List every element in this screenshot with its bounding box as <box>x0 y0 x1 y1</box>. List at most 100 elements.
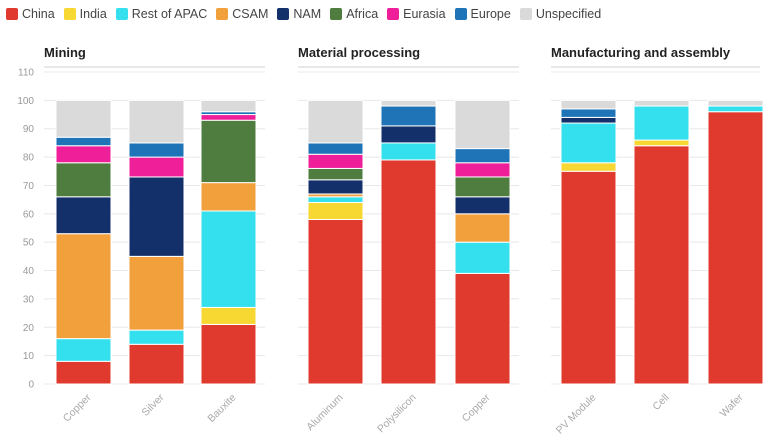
bar-segment-china <box>707 111 764 385</box>
legend-label: NAM <box>293 7 322 21</box>
bar-segment-nam <box>560 116 617 124</box>
legend-item-china: China <box>6 7 55 21</box>
bar-segment-eurasia <box>128 156 185 178</box>
bar-segment-eurasia <box>55 145 112 164</box>
bar-segment-eurasia <box>200 114 257 121</box>
bar-segment-china <box>307 218 364 385</box>
bar-segment-europe <box>380 105 437 127</box>
legend-swatch <box>387 8 400 20</box>
bar-segment-rest-of-apac <box>200 210 257 308</box>
legend-swatch <box>6 8 18 20</box>
legend-swatch <box>115 8 128 20</box>
legend-label: CSAM <box>232 7 269 21</box>
bar-segment-nam <box>55 196 112 235</box>
bar-segment-csam <box>128 255 185 331</box>
bar-segment-eurasia <box>454 162 511 178</box>
y-tick-label: 30 <box>23 294 35 305</box>
legend: China India Rest of APAC CSAM NAM Africa Euras… <box>6 7 610 21</box>
bar-segment-rest-of-apac <box>55 338 112 362</box>
legend-label: Unspecified <box>535 7 602 21</box>
legend-label: Eurasia <box>403 7 446 21</box>
bar-segment-rest-of-apac <box>633 105 690 141</box>
bar-segment-china <box>128 343 185 385</box>
bar-segment-europe <box>454 148 511 164</box>
bar-segment-africa <box>454 176 511 198</box>
panel-title: Material processing <box>298 45 420 60</box>
bar-segment-africa <box>200 119 257 184</box>
legend-swatch <box>454 8 467 20</box>
x-tick-label: Wafer <box>718 391 746 419</box>
legend-item-europe: Europe <box>454 7 511 21</box>
legend-swatch <box>63 8 76 20</box>
bar-segment-rest-of-apac <box>307 196 364 203</box>
x-tick-label: Copper <box>61 391 94 424</box>
legend-item-csam: CSAM <box>216 7 268 21</box>
legend-label: Europe <box>470 7 511 21</box>
legend-item-india: India <box>63 7 107 21</box>
y-tick-label: 10 <box>23 351 35 362</box>
bar-segment-china <box>200 323 257 385</box>
legend-swatch <box>330 8 343 20</box>
bar-segment-csam <box>454 213 511 243</box>
y-tick-label: 0 <box>28 380 34 391</box>
bar-segment-europe <box>128 142 185 158</box>
bar-segment-nam <box>307 179 364 195</box>
legend-item-eurasia: Eurasia <box>387 7 446 21</box>
x-tick-label: Copper <box>460 391 493 424</box>
legend-label: Rest of APAC <box>131 7 208 21</box>
bar-segment-unspecified <box>307 99 364 144</box>
legend-swatch <box>519 8 532 20</box>
bar-segment-csam <box>200 182 257 212</box>
bar-segment-china <box>560 170 617 385</box>
x-tick-label: Aluminum <box>304 391 346 433</box>
bar-segment-eurasia <box>307 153 364 169</box>
legend-item-unspecified: Unspecified <box>519 7 602 21</box>
legend-swatch <box>216 8 229 20</box>
bar-segment-unspecified <box>128 99 185 144</box>
bar-segment-india <box>560 162 617 172</box>
bar-segment-unspecified <box>55 99 112 138</box>
bar-segment-china <box>454 272 511 385</box>
y-tick-label: 80 <box>23 153 35 164</box>
legend-item-rest-of-apac: Rest of APAC <box>115 7 208 21</box>
bar-segment-rest-of-apac <box>560 122 617 164</box>
bar-segment-csam <box>55 233 112 340</box>
bar-segment-unspecified <box>633 99 690 107</box>
x-tick-label: Silver <box>140 391 167 418</box>
x-tick-label: Cell <box>650 392 671 413</box>
bar-segment-india <box>633 139 690 147</box>
bar-segment-china <box>633 145 690 385</box>
y-tick-label: 20 <box>23 323 35 334</box>
y-tick-label: 100 <box>17 96 34 107</box>
bar-segment-europe <box>560 108 617 118</box>
legend-item-nam: NAM <box>277 7 321 21</box>
legend-label: China <box>22 7 55 21</box>
legend-label: India <box>79 7 107 21</box>
y-tick-label: 40 <box>23 266 35 277</box>
bar-segment-europe <box>307 142 364 155</box>
bar-segment-nam <box>128 176 185 257</box>
bar-segment-nam <box>380 125 437 144</box>
panel-title: Manufacturing and assembly <box>551 45 731 60</box>
y-tick-label: 60 <box>23 209 35 220</box>
legend-label: Africa <box>346 7 379 21</box>
bar-segment-india <box>307 201 364 220</box>
bar-segment-africa <box>307 167 364 181</box>
bar-segment-rest-of-apac <box>454 241 511 274</box>
bar-segment-europe <box>55 136 112 147</box>
y-tick-label: 110 <box>18 68 34 79</box>
bar-segment-rest-of-apac <box>128 329 185 345</box>
bar-segment-unspecified <box>560 99 617 110</box>
y-tick-label: 50 <box>23 238 35 249</box>
bar-segment-unspecified <box>454 99 511 150</box>
bar-segment-unspecified <box>707 99 764 107</box>
bar-segment-unspecified <box>200 99 257 113</box>
bar-segment-rest-of-apac <box>707 105 764 113</box>
bar-segment-china <box>380 159 437 385</box>
legend-swatch <box>277 8 290 20</box>
y-tick-label: 90 <box>23 124 35 135</box>
bar-segment-china <box>55 360 112 385</box>
bar-segment-rest-of-apac <box>380 142 437 161</box>
x-tick-label: Polysilicon <box>375 392 419 436</box>
